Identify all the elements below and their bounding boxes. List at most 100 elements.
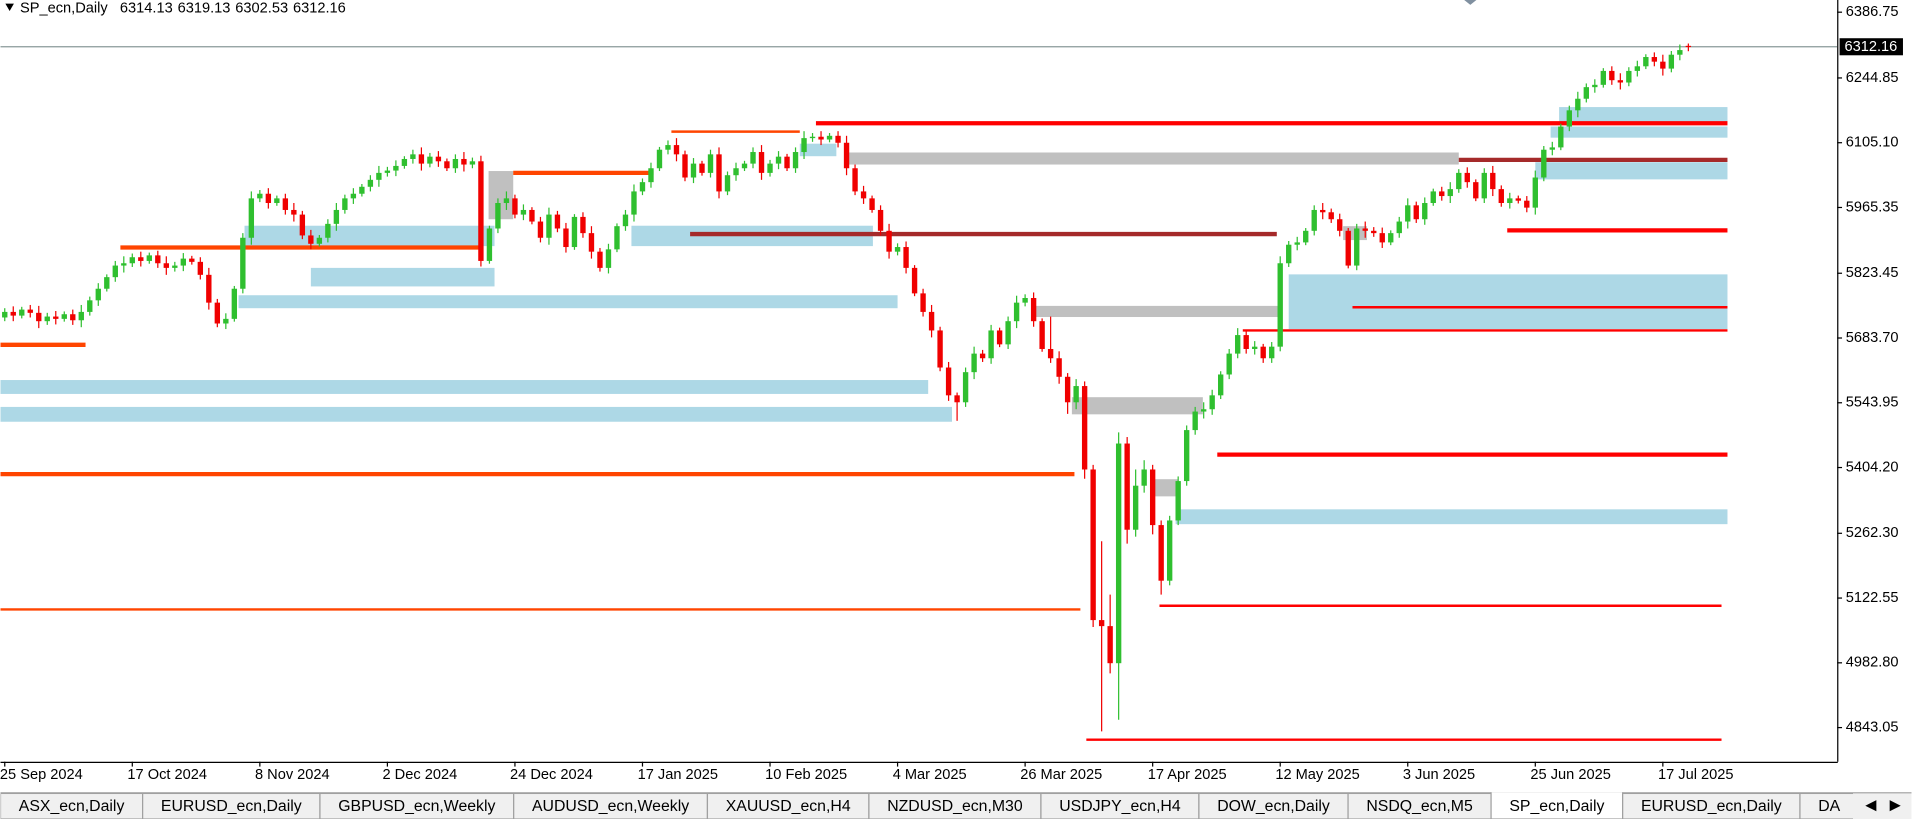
zone — [244, 225, 495, 247]
candle-body — [1481, 172, 1487, 199]
candle-body — [231, 288, 238, 319]
candle-body — [1226, 353, 1232, 375]
candle-body — [1030, 298, 1037, 322]
candle-body — [308, 235, 314, 244]
candle-body — [750, 152, 756, 164]
candle-body — [826, 135, 833, 140]
tab-label[interactable]: USDJPY_ecn,H4 — [1059, 798, 1181, 815]
tab[interactable] — [706, 792, 870, 819]
tab-label[interactable]: DA — [1818, 798, 1840, 815]
candle-body — [580, 216, 586, 234]
x-tick-label: 3 Jun 2025 — [1403, 767, 1475, 783]
collapse-arrow[interactable] — [5, 3, 14, 11]
chart-header: SP_ecn,Daily 6314.13 6319.13 6302.53 6312.16 — [20, 0, 346, 16]
tab-label[interactable]: XAUUSD_ecn,H4 — [726, 798, 851, 815]
candle-body — [248, 198, 255, 238]
candle-body — [775, 156, 782, 164]
candle-body — [367, 179, 374, 187]
candle-body — [401, 158, 408, 166]
candle-body — [1456, 172, 1462, 190]
candle-body — [716, 154, 722, 192]
symbol: SP_ecn,Daily — [20, 0, 108, 16]
candle-body — [1592, 84, 1598, 88]
candle-body — [1677, 50, 1683, 55]
candle-body — [486, 228, 493, 261]
tab[interactable] — [319, 792, 515, 819]
tab-label[interactable]: GBPUSD_ecn,Weekly — [338, 798, 495, 815]
y-tick-label: 5965.35 — [1846, 199, 1899, 215]
tab-label[interactable]: ASX_ecn,Daily — [19, 798, 125, 815]
candle-body — [1566, 110, 1572, 127]
candle-body — [1541, 149, 1547, 178]
candle-body — [869, 198, 875, 210]
candle-body — [877, 209, 884, 231]
candle-body — [639, 182, 646, 192]
candle-body — [597, 251, 603, 268]
candle-body — [758, 152, 765, 173]
high: 6319.13 — [178, 0, 231, 16]
candle-body — [835, 135, 841, 143]
y-tick-label: 5262.30 — [1846, 525, 1899, 541]
tabs: ASX_ecn,Daily EURUSD_ecn,Daily GBPUSD_ecn,… — [0, 792, 1859, 819]
candle-body — [1600, 70, 1607, 85]
candle-body — [1235, 335, 1241, 354]
zone — [1153, 479, 1179, 497]
tab-scroll-left[interactable]: ◀ — [1865, 797, 1877, 813]
candle-body — [461, 158, 467, 165]
candle-body — [588, 233, 595, 252]
candle-body — [427, 156, 433, 164]
candle-body — [1243, 335, 1249, 349]
candle-body — [376, 172, 382, 180]
candle-body — [1354, 228, 1360, 266]
candle-body — [1473, 182, 1479, 199]
zone — [1288, 274, 1728, 330]
tab-label[interactable]: DOW_ecn,Daily — [1217, 798, 1330, 815]
tab-label[interactable]: EURUSD_ecn,Daily — [1641, 798, 1782, 815]
candle-body — [843, 142, 850, 169]
candle-body — [614, 226, 620, 250]
candle-body — [180, 258, 186, 266]
candle-body — [699, 163, 705, 173]
candle-body — [1337, 219, 1343, 231]
candle-body — [988, 330, 994, 359]
tab[interactable] — [1799, 792, 1859, 819]
shift-marker — [1464, 0, 1477, 5]
tab-label[interactable]: SP_ecn,Daily — [1509, 798, 1604, 815]
candle-body — [1090, 469, 1096, 621]
tab-label[interactable]: NSDQ_ecn,M5 — [1366, 798, 1473, 815]
candle-body — [1022, 298, 1028, 303]
candle-body — [19, 309, 25, 316]
tab-label[interactable]: EURUSD_ecn,Daily — [161, 798, 302, 815]
candle-body — [282, 198, 289, 210]
zone — [799, 143, 837, 157]
candle-body — [801, 138, 807, 153]
candle-body — [945, 367, 952, 396]
candle-body — [860, 191, 867, 199]
tab[interactable] — [1040, 792, 1200, 819]
candle-body — [1651, 57, 1658, 62]
candle-body — [36, 312, 42, 322]
candle-body — [529, 209, 535, 222]
tab-label[interactable]: NZDUSD_ecn,M30 — [887, 798, 1023, 815]
y-tick-label: 6386.75 — [1846, 4, 1899, 20]
x-tick-label: 26 Mar 2025 — [1020, 767, 1102, 783]
x-tick-label: 17 Jan 2025 — [638, 767, 718, 783]
candle-body — [265, 193, 272, 204]
candle-body — [452, 158, 459, 169]
candle-body — [784, 156, 790, 169]
tab[interactable] — [868, 792, 1042, 819]
candle-body — [1490, 172, 1496, 190]
zone — [1535, 162, 1728, 180]
candle-body — [1439, 191, 1445, 197]
candle-body — [2, 311, 8, 318]
candle-body — [937, 330, 943, 368]
y-tick-label: 4843.05 — [1846, 719, 1899, 735]
tab-scroll-right[interactable]: ▶ — [1890, 797, 1902, 813]
x-tick-label: 25 Sep 2024 — [0, 767, 83, 783]
candle-body — [741, 163, 748, 169]
zone — [0, 406, 952, 422]
candle-body — [384, 170, 391, 173]
candle-body — [648, 168, 654, 183]
x-tick-label: 17 Oct 2024 — [127, 767, 207, 783]
tab-label[interactable]: AUDUSD_ecn,Weekly — [532, 798, 689, 815]
